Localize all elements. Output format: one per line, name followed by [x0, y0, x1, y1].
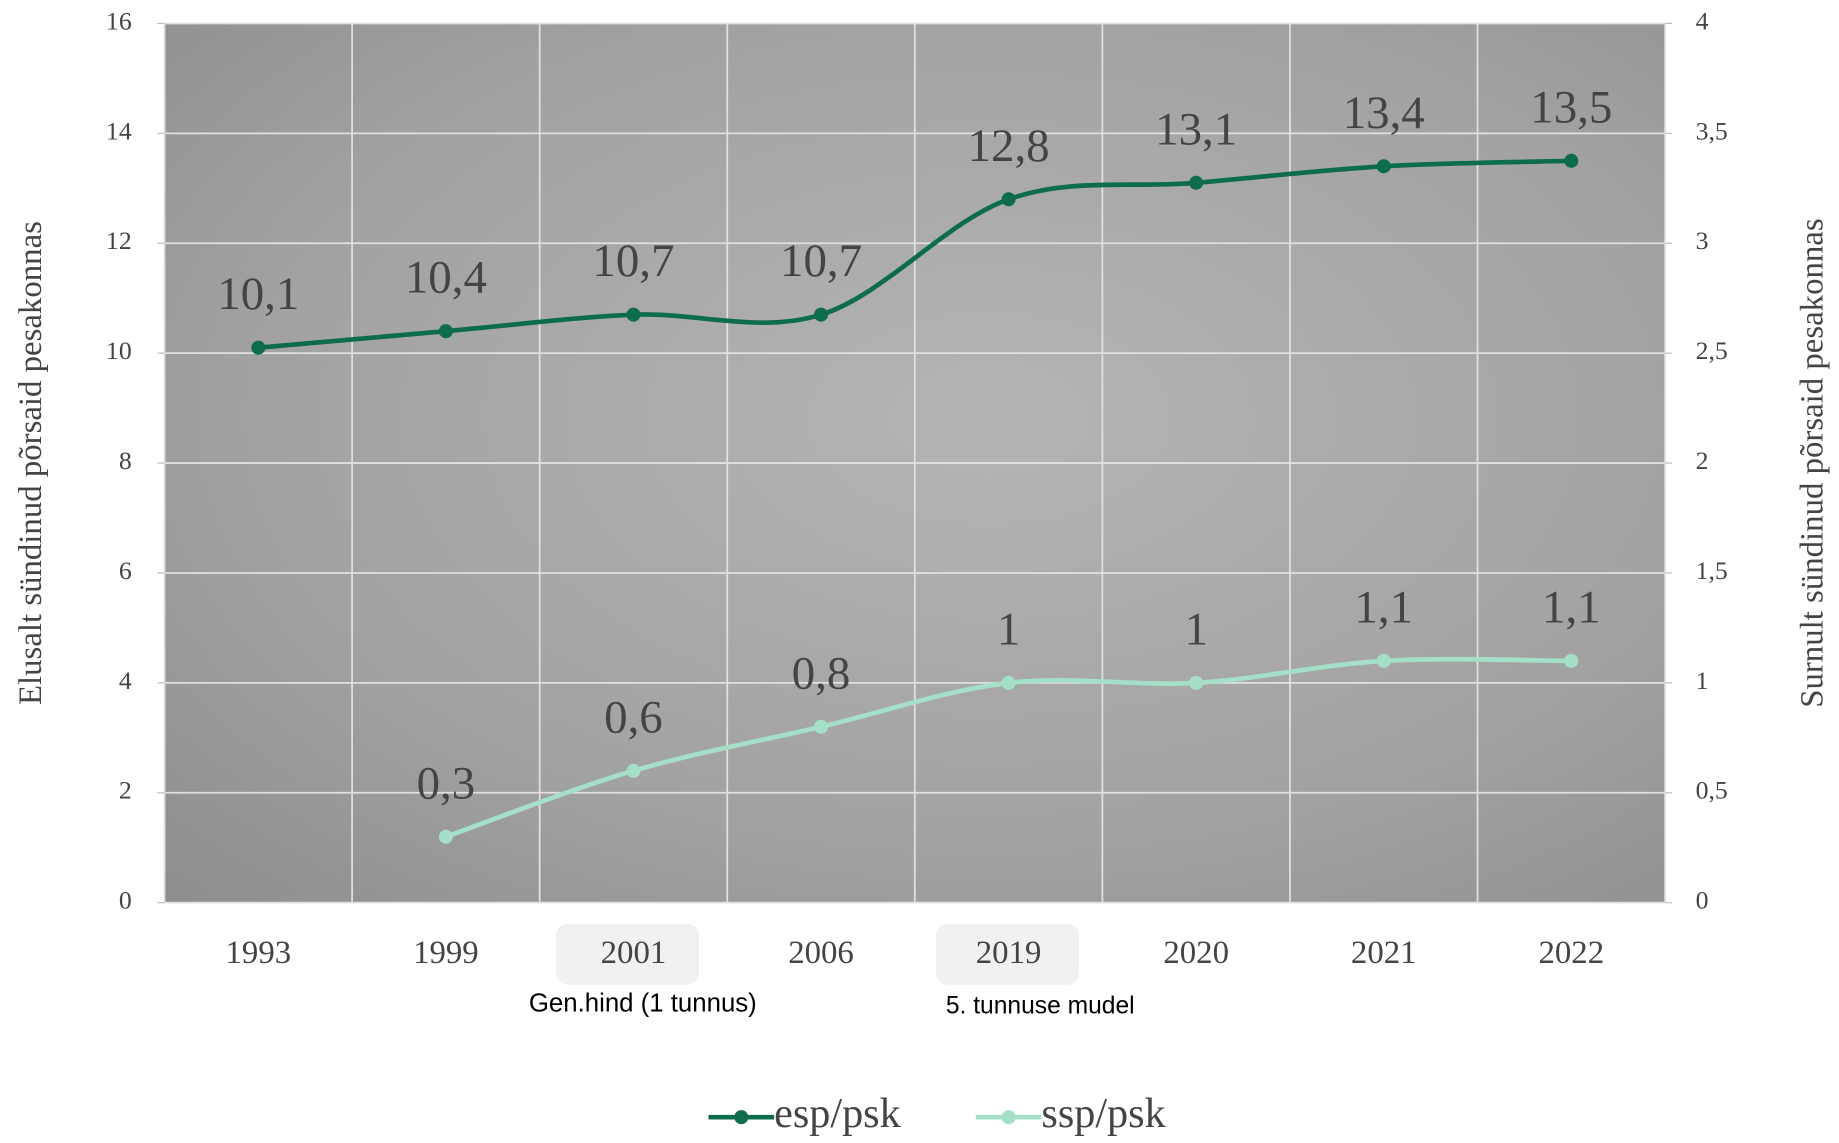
legend-marker: [1001, 1110, 1016, 1125]
annotation: 5. tunnuse mudel: [946, 993, 1135, 1020]
data-label: 10,7: [780, 235, 862, 287]
data-label: 1,1: [1354, 581, 1413, 633]
x-tick-label: 2021: [1351, 935, 1417, 971]
data-point: [1001, 675, 1016, 690]
data-point: [1001, 192, 1016, 207]
legend-label: ssp/psk: [1041, 1090, 1166, 1137]
data-label: 13,4: [1343, 87, 1425, 139]
x-tick-label: 2022: [1538, 935, 1604, 971]
x-tick-label: 1999: [413, 935, 479, 971]
y-tick-label: 2: [119, 776, 132, 805]
data-point: [1376, 653, 1391, 668]
data-label: 13,5: [1530, 81, 1612, 133]
data-point: [251, 340, 266, 355]
y2-tick-label: 2,5: [1696, 336, 1728, 365]
data-point: [438, 324, 453, 339]
y-tick-label: 16: [106, 6, 132, 35]
x-tick-label: 2006: [788, 935, 854, 971]
data-label: 1: [1184, 603, 1207, 655]
y2-tick-label: 3: [1696, 226, 1709, 255]
data-label: 10,7: [592, 235, 674, 287]
data-label: 13,1: [1155, 103, 1237, 155]
y2-tick-label: 0,5: [1696, 776, 1728, 805]
series-line: [258, 158, 1572, 350]
data-point: [1376, 159, 1391, 174]
x-tick-label: 2020: [1163, 935, 1229, 971]
legend-label: esp/psk: [774, 1090, 901, 1137]
y2-tick-label: 2: [1696, 446, 1709, 475]
data-point: [1189, 175, 1204, 190]
data-point: [813, 719, 829, 734]
x-tick-label: 2019: [976, 935, 1042, 971]
y2-tick-label: 4: [1696, 6, 1709, 35]
y-tick-label: 4: [119, 666, 132, 695]
y-tick-label: 0: [119, 886, 132, 915]
data-point: [813, 307, 829, 322]
data-label: 12,8: [968, 120, 1050, 172]
annotation: Gen.hind (1 tunnus): [529, 989, 757, 1017]
data-point: [626, 763, 641, 778]
y-axis-title: Elusalt sündinud põrsaid pesakonnas: [13, 221, 49, 705]
x-tick-label: 1993: [226, 935, 292, 971]
y2-tick-label: 1: [1696, 666, 1709, 695]
y-tick-label: 14: [106, 116, 132, 145]
data-label: 10,4: [405, 252, 487, 304]
label-highlight: [935, 923, 1079, 985]
y-tick-label: 8: [119, 446, 132, 475]
data-point: [626, 307, 641, 322]
data-label: 0,8: [792, 647, 851, 699]
y2-tick-label: 3,5: [1696, 116, 1728, 145]
data-point: [1189, 675, 1204, 690]
data-label: 10,1: [217, 268, 299, 320]
x-tick-label: 2001: [601, 935, 667, 971]
data-label: 0,6: [604, 691, 663, 743]
legend-marker: [734, 1110, 749, 1125]
data-label: 1: [997, 603, 1020, 655]
y-tick-label: 10: [106, 336, 132, 365]
data-point: [1564, 153, 1579, 168]
data-label: 0,3: [417, 757, 476, 809]
data-label: 1,1: [1542, 581, 1601, 633]
y2-axis-title: Surnult sündinud põrsaid pesakonnas: [1795, 218, 1831, 707]
y-tick-label: 12: [106, 226, 132, 255]
y2-tick-label: 0: [1696, 886, 1709, 915]
data-point: [1564, 653, 1579, 668]
data-point: [438, 829, 453, 844]
y2-tick-label: 1,5: [1696, 556, 1728, 585]
y-tick-label: 6: [119, 556, 132, 585]
label-highlight: [556, 923, 700, 985]
